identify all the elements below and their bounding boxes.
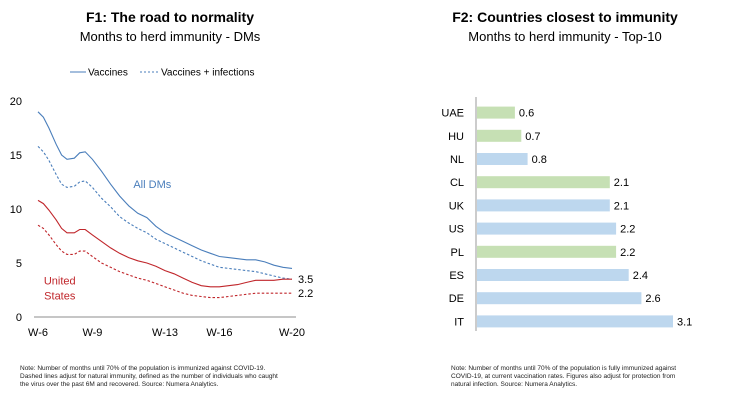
category-label: HU	[448, 131, 464, 143]
series-line	[37, 224, 292, 299]
annotation-label: States	[44, 290, 76, 302]
bar	[477, 129, 522, 142]
data-label: 2.1	[614, 177, 629, 189]
bar	[477, 222, 617, 235]
bar	[477, 199, 610, 212]
category-label: ES	[449, 270, 464, 282]
x-tick-label: W-9	[82, 327, 102, 339]
x-tick-label: W-20	[279, 327, 305, 339]
note-right-line: COVID-19, at current vaccination rates. …	[451, 373, 676, 380]
data-label: 2.4	[633, 270, 648, 282]
data-label: 2.2	[620, 224, 635, 236]
line-chart: Vaccines Vaccines + infections 0 5 10 15 20 W-6…	[10, 68, 314, 340]
annotation-label: 2.2	[298, 288, 313, 300]
bar	[477, 245, 617, 258]
note-right-line: natural infection. Source: Numera Analyt…	[451, 381, 578, 388]
data-label: 0.7	[525, 131, 540, 143]
x-tick-label: W-6	[28, 327, 48, 339]
bar-chart: UAE 0.6 HU 0.7 NL 0.8 CL 2.1 UK 2.1 US 2.2 PL 2.2 ES 2.…	[441, 97, 692, 331]
note-right-line: Note: Number of months until 70% of the …	[451, 365, 677, 372]
y-tick-label: 5	[16, 258, 22, 270]
bar	[477, 176, 610, 189]
data-label: 2.2	[620, 247, 635, 259]
data-label: 0.8	[532, 154, 547, 166]
bar	[477, 153, 528, 165]
note-left-line: Dashed lines adjust for natural immunity…	[20, 373, 278, 380]
legend-label: Vaccines + infections	[161, 68, 254, 79]
annotation-label: All DMs	[133, 179, 171, 191]
category-label: CL	[450, 177, 464, 189]
y-tick-label: 0	[16, 312, 22, 324]
data-label: 2.6	[645, 293, 660, 305]
note-left: Note: Number of months until 70% of the …	[20, 365, 340, 389]
x-tick-label: W-16	[206, 327, 232, 339]
annotation-label: 3.5	[298, 274, 313, 286]
category-label: DE	[449, 293, 464, 305]
note-right: Note: Number of months until 70% of the …	[451, 365, 731, 389]
data-label: 0.6	[519, 108, 534, 120]
chart-title-right: F2: Countries closest to immunity	[452, 9, 678, 25]
category-label: UK	[449, 200, 465, 212]
chart-subtitle-left: Months to herd immunity - DMs	[79, 29, 261, 44]
y-tick-label: 10	[10, 204, 22, 216]
category-label: UAE	[441, 108, 464, 120]
category-label: IT	[454, 316, 464, 328]
annotation-label: United	[44, 275, 76, 287]
data-label: 2.1	[614, 200, 629, 212]
bar	[477, 106, 515, 119]
chart-title-left: F1: The road to normality	[85, 9, 254, 25]
bar	[477, 269, 629, 281]
y-tick-label: 15	[10, 150, 22, 162]
series-line	[37, 111, 293, 269]
category-label: US	[449, 224, 464, 236]
series-line	[37, 146, 293, 280]
note-left-line: the virus over the past 6M and recovered…	[20, 381, 219, 388]
x-tick-label: W-13	[152, 327, 178, 339]
note-left-line: Note: Number of months until 70% of the …	[20, 365, 266, 372]
data-label: 3.1	[677, 316, 692, 328]
legend-label: Vaccines	[88, 68, 128, 79]
bar	[477, 292, 642, 305]
chart-subtitle-right: Months to herd immunity - Top-10	[468, 29, 662, 44]
bar	[477, 315, 673, 328]
series-line	[37, 199, 292, 288]
category-label: PL	[451, 247, 464, 259]
category-label: NL	[450, 154, 464, 166]
y-tick-label: 20	[10, 96, 22, 108]
